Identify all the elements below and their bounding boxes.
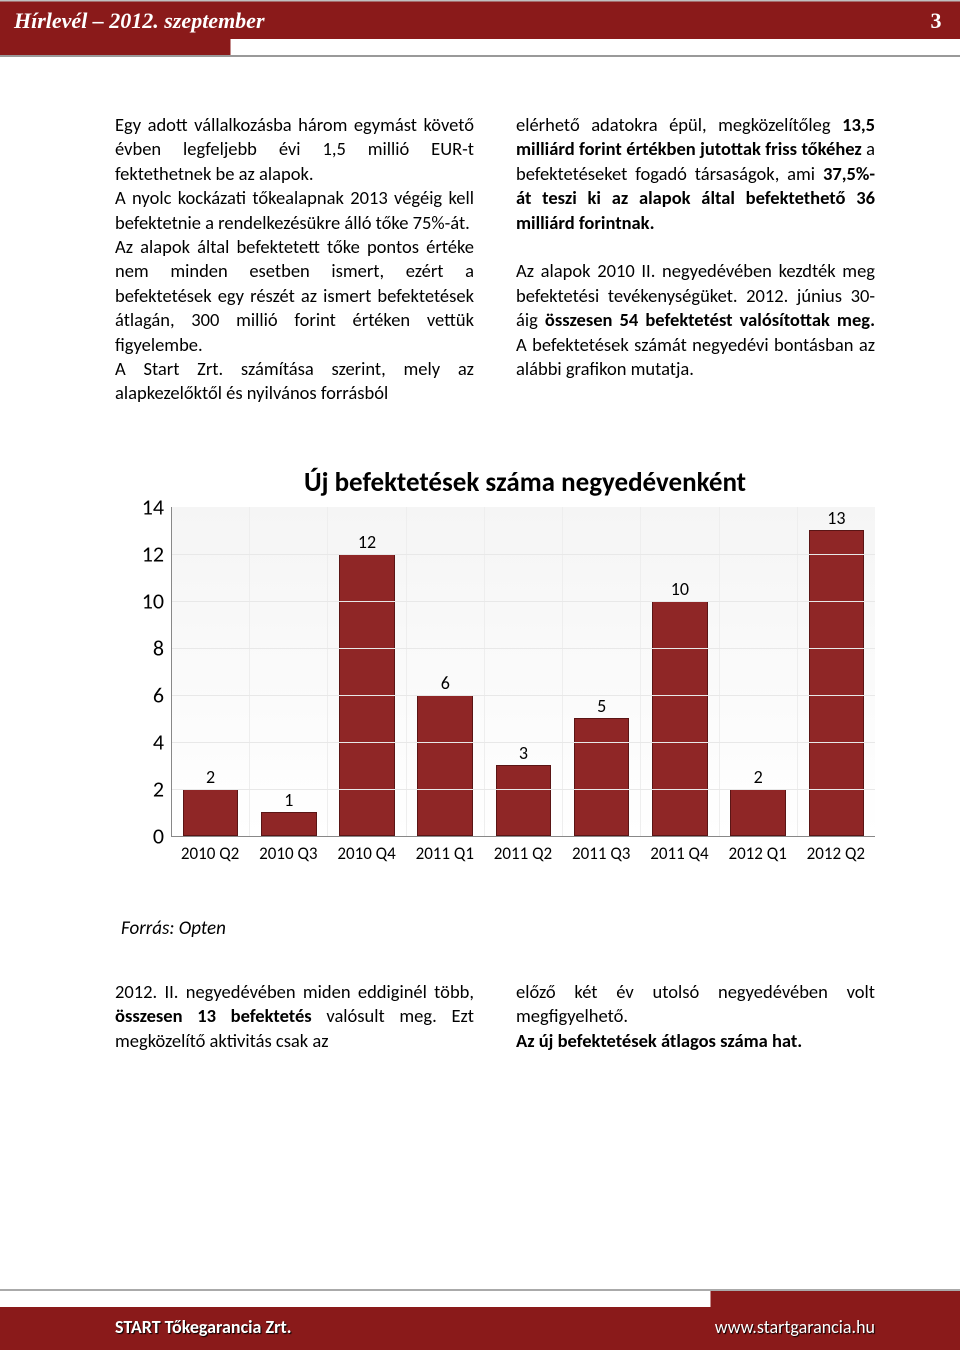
chart-ytick: 6 <box>124 681 164 708</box>
chart-xlabel: 2010 Q4 <box>327 843 405 864</box>
page-footer: START Tőkegarancia Zrt. www.startgaranci… <box>0 1307 960 1350</box>
chart-gridline <box>172 742 875 743</box>
header-stripe <box>0 39 960 57</box>
page-footer-band: START Tőkegarancia Zrt. www.startgaranci… <box>0 1289 960 1357</box>
footer-company: START Tőkegarancia Zrt. <box>115 1316 292 1338</box>
chart-bar: 6 <box>417 695 473 836</box>
chart-bar-value: 13 <box>810 507 864 529</box>
chart-plot-area: 211263510213 02468101214 <box>171 507 875 837</box>
chart-bar-slot: 3 <box>485 507 563 836</box>
chart-x-labels: 2010 Q22010 Q32010 Q42011 Q12011 Q22011 … <box>171 843 875 864</box>
text-columns-bottom: 2012. II. negyedévében miden eddiginél t… <box>115 980 875 1053</box>
header-title: Hírlevél – 2012. szeptember <box>0 3 279 39</box>
chart-ytick: 14 <box>124 493 164 520</box>
bar-chart: 211263510213 02468101214 2010 Q22010 Q32… <box>115 507 875 887</box>
chart-bar-value: 6 <box>418 672 472 694</box>
chart-bars: 211263510213 <box>172 507 875 836</box>
chart-bar: 5 <box>574 718 630 836</box>
chart-bar: 10 <box>652 601 708 836</box>
text-columns-top: Egy adott vállalkozásba három egymást kö… <box>115 113 875 406</box>
chart-ytick: 12 <box>124 540 164 567</box>
chart-title: Új befektetések száma negyedévenként <box>175 466 875 499</box>
chart-bar-slot: 5 <box>563 507 641 836</box>
chart-bar-slot: 13 <box>798 507 875 836</box>
chart-bar-slot: 2 <box>720 507 798 836</box>
chart-ytick: 2 <box>124 775 164 802</box>
col-right: elérhető adatokra épül, megközelítőleg 1… <box>516 113 875 406</box>
chart-bar-slot: 6 <box>407 507 485 836</box>
col-bottom-left: 2012. II. negyedévében miden eddiginél t… <box>115 980 474 1053</box>
chart-bar: 13 <box>809 530 865 835</box>
chart-ytick: 10 <box>124 587 164 614</box>
col-bottom-right: előző két év utolsó negyedévében volt me… <box>516 980 875 1053</box>
chart-bar-slot: 10 <box>641 507 719 836</box>
chart-bar: 3 <box>496 765 552 836</box>
page-header: Hírlevél – 2012. szeptember 3 <box>0 3 960 39</box>
chart-gridline <box>172 601 875 602</box>
chart-xlabel: 2012 Q2 <box>797 843 875 864</box>
chart-xlabel: 2010 Q2 <box>171 843 249 864</box>
chart-bar: 2 <box>730 789 786 836</box>
chart-xlabel: 2011 Q3 <box>562 843 640 864</box>
chart-bar-value: 10 <box>653 578 707 600</box>
chart-ytick: 4 <box>124 728 164 755</box>
chart-bar: 2 <box>183 789 239 836</box>
header-page-number: 3 <box>912 3 960 39</box>
chart-bar-value: 5 <box>575 695 629 717</box>
chart-bar-slot: 12 <box>328 507 406 836</box>
chart-bar-value: 12 <box>340 531 394 553</box>
chart-gridline <box>172 648 875 649</box>
chart-bar-value: 1 <box>262 789 316 811</box>
chart-xlabel: 2010 Q3 <box>249 843 327 864</box>
chart-xlabel: 2011 Q1 <box>406 843 484 864</box>
paragraph-bottom-right: előző két év utolsó negyedévében volt me… <box>516 980 875 1053</box>
col-left: Egy adott vállalkozásba három egymást kö… <box>115 113 474 406</box>
chart-ytick: 0 <box>124 822 164 849</box>
chart-bar-slot: 2 <box>172 507 250 836</box>
chart-xlabel: 2011 Q4 <box>640 843 718 864</box>
footer-stripe <box>0 1289 960 1307</box>
paragraph-bottom-left: 2012. II. negyedévében miden eddiginél t… <box>115 980 474 1053</box>
paragraph-right: elérhető adatokra épül, megközelítőleg 1… <box>516 113 875 381</box>
chart-bar-value: 2 <box>731 766 785 788</box>
chart-xlabel: 2011 Q2 <box>484 843 562 864</box>
chart-bar-value: 2 <box>184 766 238 788</box>
chart-source: Forrás: Opten <box>121 917 875 940</box>
chart-gridline <box>172 695 875 696</box>
paragraph-left: Egy adott vállalkozásba három egymást kö… <box>115 113 474 406</box>
chart-gridline <box>172 554 875 555</box>
page-content: Egy adott vállalkozásba három egymást kö… <box>0 57 960 1073</box>
chart-container: Új befektetések száma negyedévenként 211… <box>115 466 875 887</box>
chart-ytick: 8 <box>124 634 164 661</box>
footer-url: www.startgarancia.hu <box>715 1316 875 1338</box>
chart-bar: 1 <box>261 812 317 836</box>
chart-bar-slot: 1 <box>250 507 328 836</box>
chart-xlabel: 2012 Q1 <box>719 843 797 864</box>
chart-gridline <box>172 789 875 790</box>
chart-bar-value: 3 <box>497 742 551 764</box>
